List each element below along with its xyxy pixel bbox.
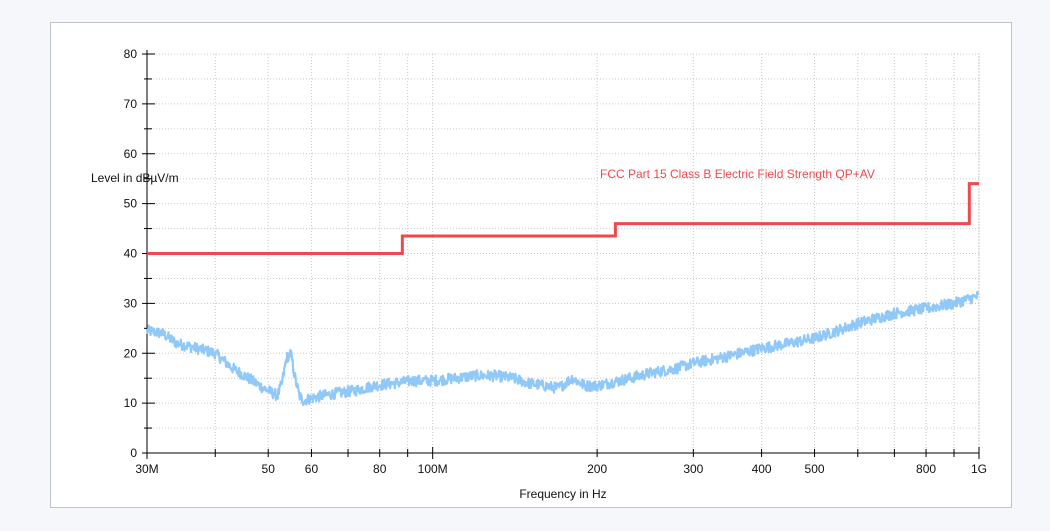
y-tick-label: 80: [124, 47, 138, 61]
y-tick-label: 70: [124, 97, 138, 111]
x-tick-label: 800: [916, 462, 936, 476]
x-tick-label: 80: [373, 462, 387, 476]
x-tick-label: 100M: [418, 462, 448, 476]
x-tick-label: 50: [262, 462, 276, 476]
y-tick-label: 0: [130, 446, 137, 460]
x-tick-label: 300: [683, 462, 703, 476]
y-tick-label: 20: [124, 346, 138, 360]
x-tick-label: 30M: [135, 462, 158, 476]
x-tick-label: 200: [587, 462, 607, 476]
y-tick-label: 30: [124, 296, 138, 310]
limit-line: [147, 182, 979, 255]
series-layer: [145, 182, 980, 407]
y-axis-label: Level in dBµV/m: [91, 171, 179, 185]
y-tick-label: 60: [124, 147, 138, 161]
y-tick-label: 40: [124, 247, 138, 261]
x-tick-label: 1G: [971, 462, 987, 476]
chart-panel: 0 10 20 30 40 50 60 70 80 30M 50 60 80 100M 200 300 400 5…: [50, 22, 1012, 508]
measured-trace: [145, 290, 980, 407]
x-tick-label: 500: [805, 462, 825, 476]
x-tick-label: 400: [752, 462, 772, 476]
x-axis-label: Frequency in Hz: [519, 487, 606, 501]
x-tick-label: 60: [305, 462, 319, 476]
y-tick-label: 50: [124, 197, 138, 211]
y-tick-label: 10: [124, 396, 138, 410]
label-layer: Level in dBµV/m Frequency in Hz FCC Part…: [91, 167, 875, 501]
axis-layer: 0 10 20 30 40 50 60 70 80 30M 50 60 80 100M 200 300 400 5…: [124, 47, 987, 476]
emission-chart: 0 10 20 30 40 50 60 70 80 30M 50 60 80 100M 200 300 400 5…: [91, 47, 987, 501]
limit-line-label: FCC Part 15 Class B Electric Field Stren…: [600, 167, 875, 181]
